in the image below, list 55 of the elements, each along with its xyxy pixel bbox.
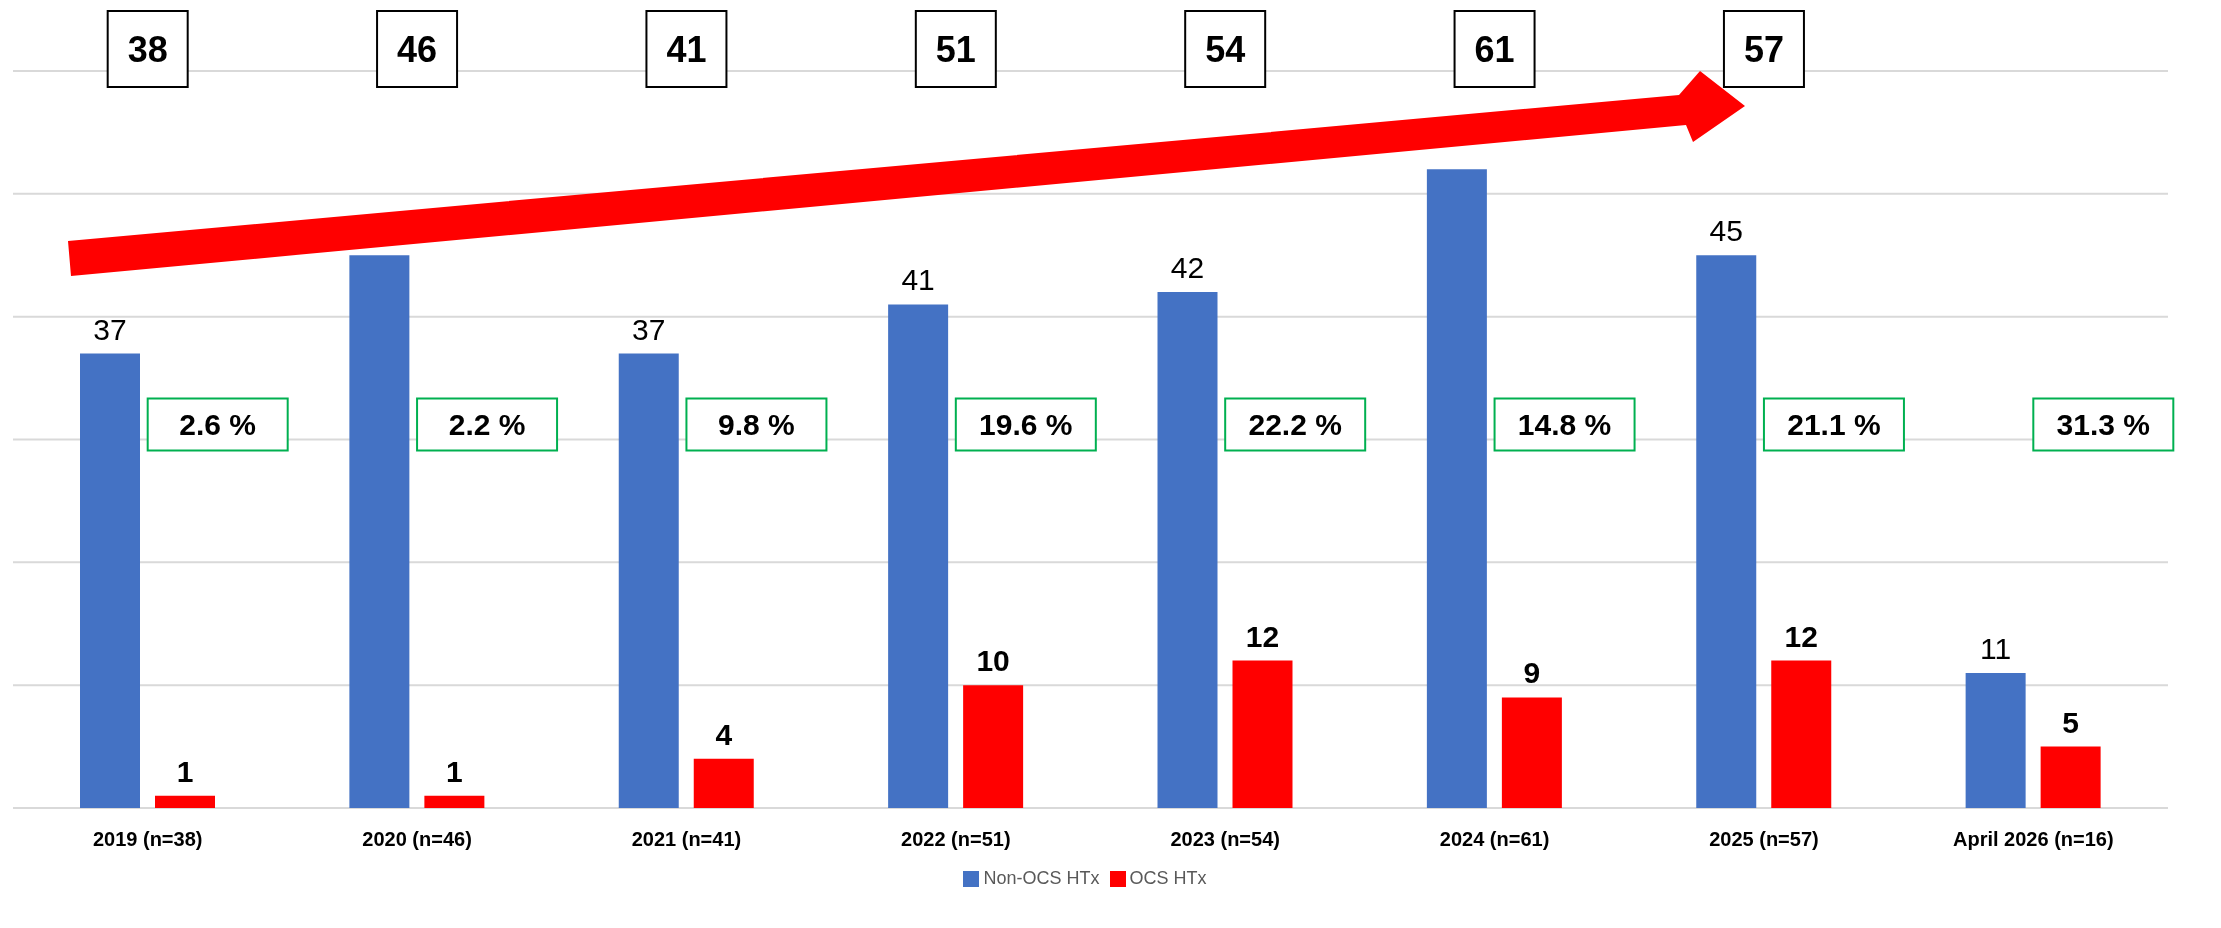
data-label: 4 [715, 717, 733, 751]
annotation: 14.8 % [1517, 408, 1612, 441]
bar [80, 353, 140, 808]
data-label: 37 [632, 312, 666, 346]
text: 57 [1743, 28, 1784, 70]
legend-label: OCS HTx [1129, 868, 1207, 888]
data-label: 1 [176, 754, 194, 788]
bar [2040, 746, 2101, 808]
x-tick-label: 2020 (n=46) [362, 828, 472, 851]
data-label: 45 [1709, 214, 1743, 248]
x-tick-label: 2022 (n=51) [901, 828, 1011, 851]
bar [349, 255, 410, 808]
annotation: 2.2 % [448, 408, 526, 441]
text: 41 [666, 28, 707, 70]
text: 61 [1474, 28, 1515, 70]
x-tick-label: 2025 (n=57) [1709, 828, 1819, 851]
bar [1232, 660, 1293, 808]
text: 38 [127, 28, 168, 70]
annotation: 22.2 % [1248, 408, 1342, 441]
data-label: 42 [1170, 251, 1205, 285]
data-label: 5 [2062, 705, 2079, 739]
data-label: 37 [93, 312, 127, 346]
annotation: 19.6 % [979, 408, 1073, 441]
x-tick-label: 2019 (n=38) [92, 828, 203, 851]
text: 54 [1205, 28, 1246, 70]
data-label: 12 [1245, 619, 1280, 653]
data-label: 12 [1784, 619, 1818, 653]
annotation: 9.8 % [718, 408, 795, 441]
bar [424, 795, 485, 808]
bar [1501, 697, 1562, 808]
bar [155, 795, 215, 808]
annotation: 31.3 % [2056, 408, 2151, 441]
bar [1771, 660, 1832, 808]
text: 46 [397, 28, 438, 70]
data-label: 41 [901, 263, 935, 297]
x-tick-label: April 2026 (n=16) [1953, 828, 2114, 851]
bar [618, 353, 679, 808]
bar [888, 304, 949, 808]
text: 51 [935, 28, 976, 70]
data-label: 9 [1523, 656, 1541, 690]
bar [1426, 169, 1487, 808]
x-tick-label: 2023 (n=54) [1170, 828, 1280, 851]
bar [963, 685, 1024, 808]
bar [1157, 292, 1218, 808]
bar [1965, 672, 2026, 808]
bar [1696, 255, 1757, 808]
legend-label: Non-OCS HTx [983, 868, 1100, 888]
data-label: 10 [976, 644, 1010, 678]
bar [693, 758, 754, 808]
x-tick-label: 2021 (n=41) [631, 828, 742, 851]
data-label: 1 [446, 754, 463, 788]
annotation: 2.6 % [179, 408, 257, 441]
annotation: 21.1 % [1787, 408, 1881, 441]
data-label: 11 [1980, 631, 2012, 665]
x-tick-label: 2024 (n=61) [1439, 828, 1550, 851]
